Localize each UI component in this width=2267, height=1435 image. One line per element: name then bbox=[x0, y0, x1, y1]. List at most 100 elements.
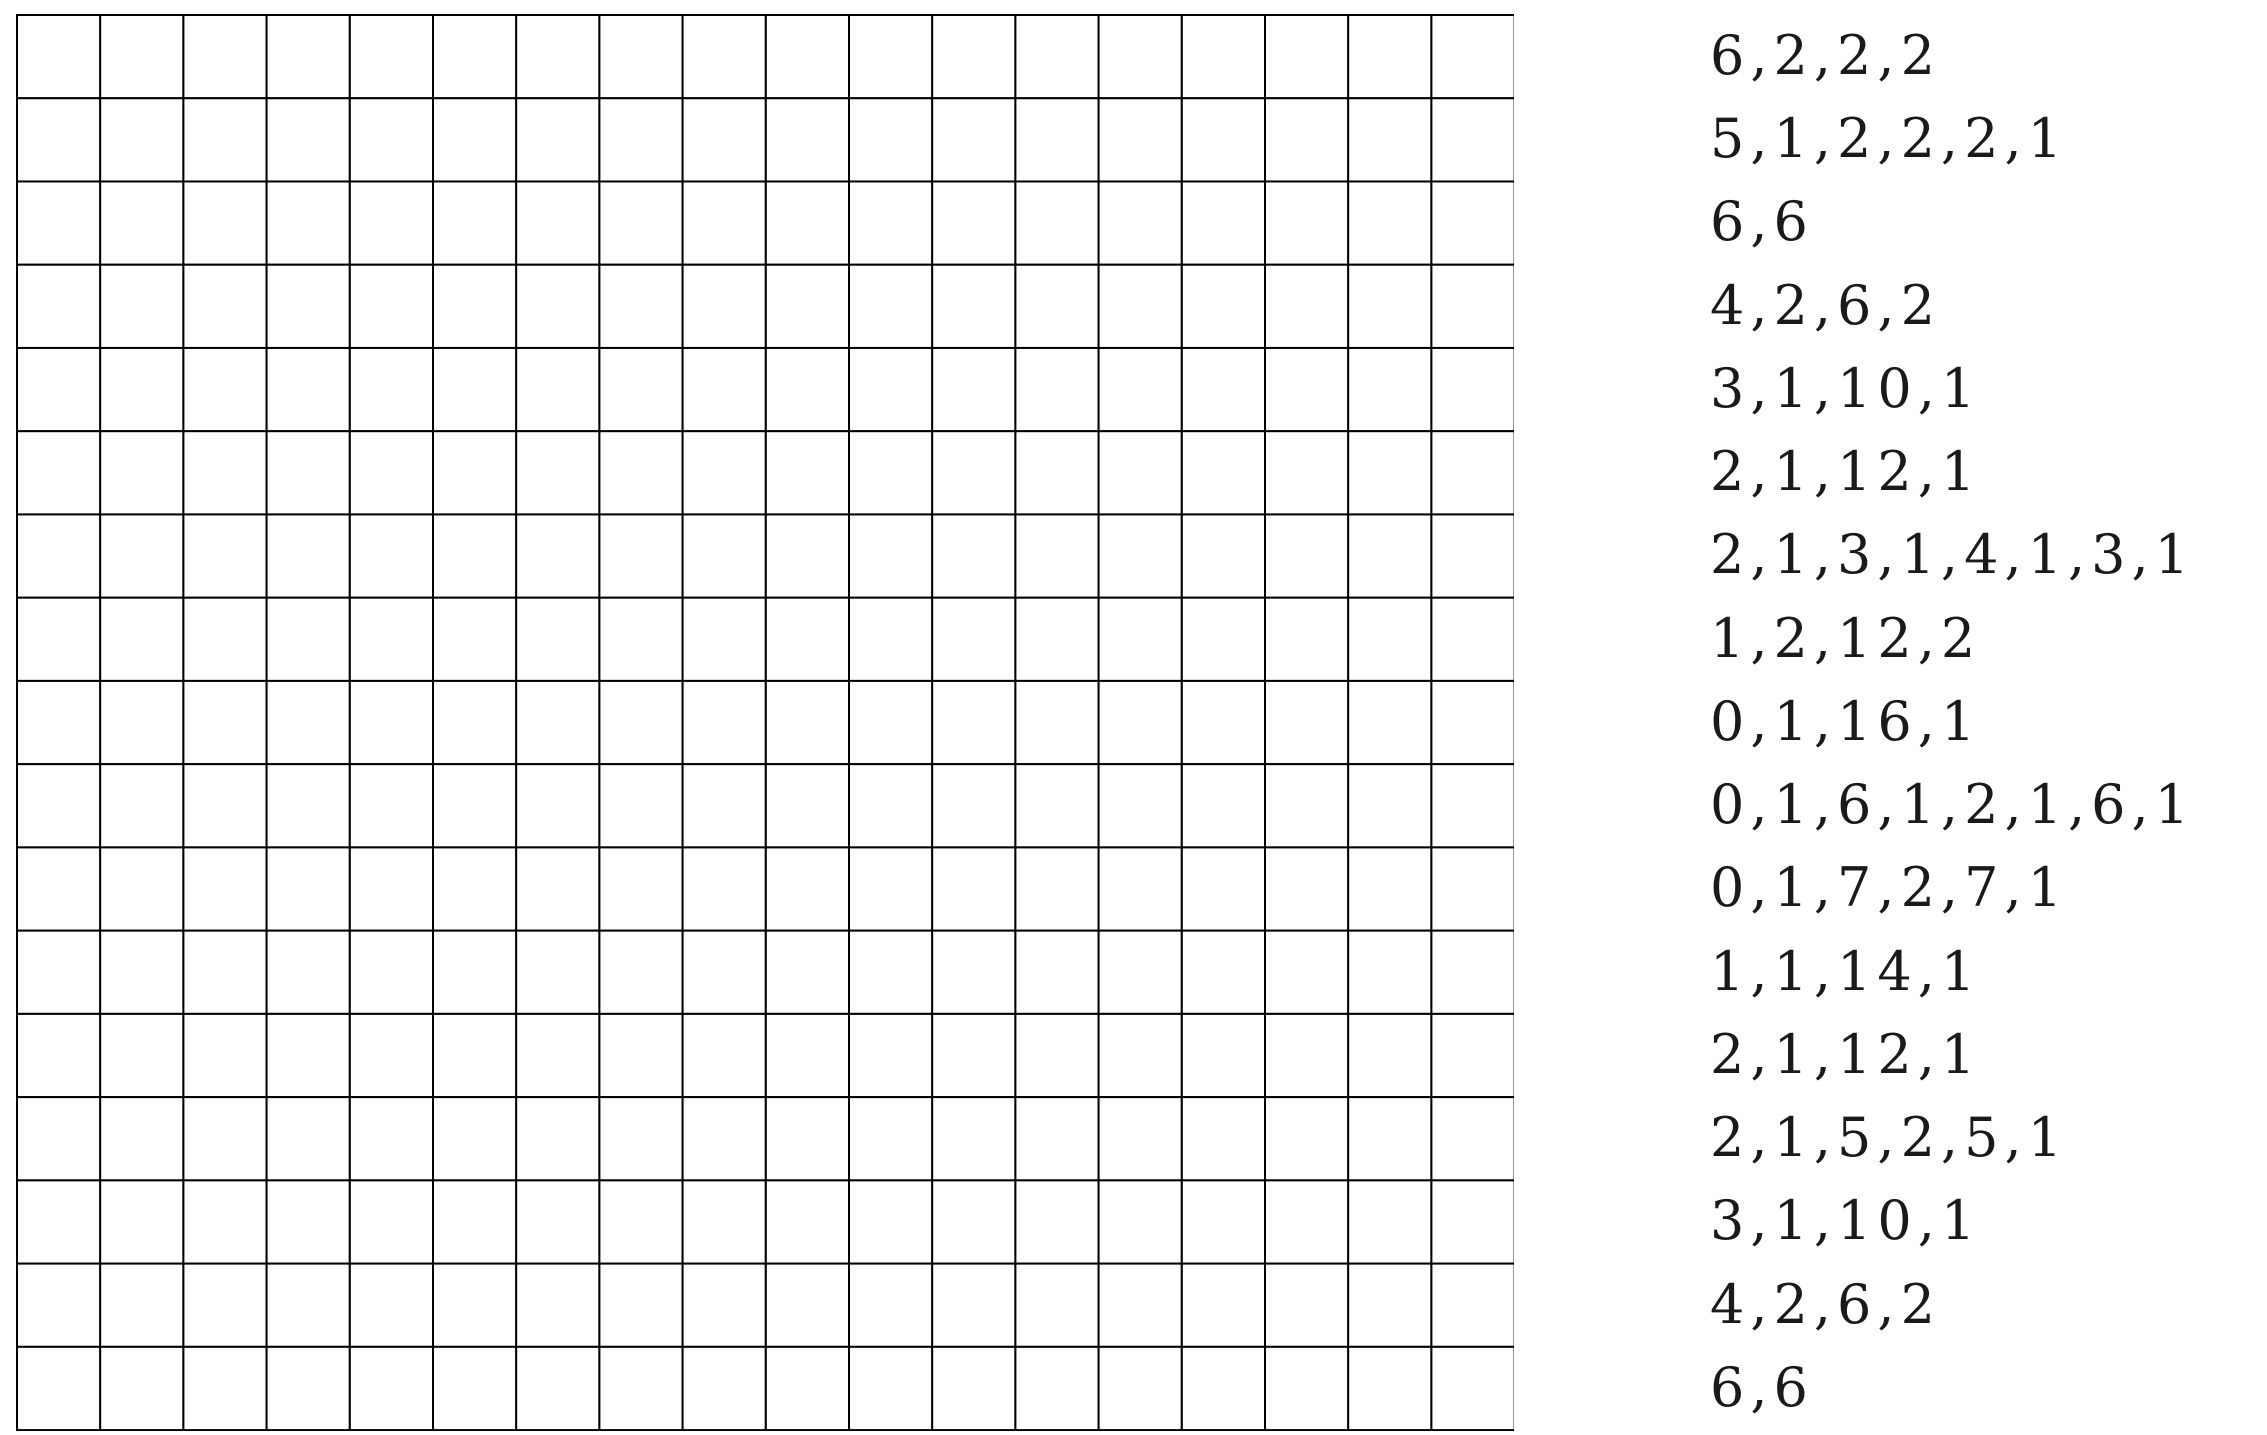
grid-cell[interactable] bbox=[99, 14, 185, 100]
grid-cell[interactable] bbox=[598, 596, 684, 682]
grid-cell[interactable] bbox=[598, 1262, 684, 1348]
grid-cell[interactable] bbox=[1014, 346, 1100, 433]
grid-cell[interactable] bbox=[1180, 929, 1267, 1015]
grid-cell[interactable] bbox=[1097, 1345, 1183, 1431]
grid-cell[interactable] bbox=[1097, 14, 1183, 100]
grid-cell[interactable] bbox=[432, 596, 518, 682]
grid-cell[interactable] bbox=[1430, 679, 1514, 766]
grid-cell[interactable] bbox=[764, 263, 850, 349]
grid-cell[interactable] bbox=[1430, 763, 1514, 849]
grid-cell[interactable] bbox=[598, 1012, 684, 1099]
grid-cell[interactable] bbox=[265, 97, 351, 183]
grid-cell[interactable] bbox=[598, 763, 684, 849]
grid-cell[interactable] bbox=[931, 346, 1017, 433]
grid-cell[interactable] bbox=[931, 513, 1017, 599]
grid-cell[interactable] bbox=[1430, 180, 1514, 266]
grid-cell[interactable] bbox=[16, 1096, 102, 1182]
grid-cell[interactable] bbox=[265, 1262, 351, 1348]
grid-cell[interactable] bbox=[931, 1012, 1017, 1099]
grid-cell[interactable] bbox=[432, 346, 518, 433]
grid-cell[interactable] bbox=[348, 929, 434, 1015]
grid-cell[interactable] bbox=[182, 596, 268, 682]
grid-cell[interactable] bbox=[99, 1179, 185, 1265]
grid-cell[interactable] bbox=[848, 1345, 934, 1431]
grid-cell[interactable] bbox=[1097, 513, 1183, 599]
grid-cell[interactable] bbox=[1347, 679, 1433, 766]
grid-cell[interactable] bbox=[182, 846, 268, 932]
grid-cell[interactable] bbox=[598, 513, 684, 599]
grid-cell[interactable] bbox=[182, 97, 268, 183]
grid-cell[interactable] bbox=[681, 1012, 767, 1099]
grid-cell[interactable] bbox=[515, 846, 601, 932]
grid-cell[interactable] bbox=[1347, 929, 1433, 1015]
grid-cell[interactable] bbox=[182, 763, 268, 849]
grid-cell[interactable] bbox=[1014, 1096, 1100, 1182]
grid-cell[interactable] bbox=[1180, 846, 1267, 932]
grid-cell[interactable] bbox=[1014, 263, 1100, 349]
grid-cell[interactable] bbox=[1430, 1345, 1514, 1431]
grid-cell[interactable] bbox=[1264, 763, 1350, 849]
grid-cell[interactable] bbox=[848, 1096, 934, 1182]
grid-cell[interactable] bbox=[764, 1096, 850, 1182]
grid-cell[interactable] bbox=[515, 929, 601, 1015]
grid-cell[interactable] bbox=[681, 1096, 767, 1182]
grid-cell[interactable] bbox=[1264, 513, 1350, 599]
grid-cell[interactable] bbox=[1097, 263, 1183, 349]
grid-cell[interactable] bbox=[182, 1179, 268, 1265]
grid-cell[interactable] bbox=[931, 180, 1017, 266]
grid-cell[interactable] bbox=[764, 596, 850, 682]
grid-cell[interactable] bbox=[16, 1262, 102, 1348]
grid-cell[interactable] bbox=[598, 1096, 684, 1182]
grid-cell[interactable] bbox=[681, 97, 767, 183]
grid-cell[interactable] bbox=[182, 1012, 268, 1099]
grid-cell[interactable] bbox=[16, 97, 102, 183]
grid-cell[interactable] bbox=[1347, 1012, 1433, 1099]
grid-cell[interactable] bbox=[598, 929, 684, 1015]
grid-cell[interactable] bbox=[515, 180, 601, 266]
grid-cell[interactable] bbox=[432, 430, 518, 516]
grid-cell[interactable] bbox=[848, 14, 934, 100]
grid-cell[interactable] bbox=[1180, 1262, 1267, 1348]
grid-cell[interactable] bbox=[598, 346, 684, 433]
grid-cell[interactable] bbox=[848, 513, 934, 599]
grid-cell[interactable] bbox=[265, 14, 351, 100]
grid-cell[interactable] bbox=[931, 14, 1017, 100]
grid-cell[interactable] bbox=[515, 14, 601, 100]
grid-cell[interactable] bbox=[515, 1096, 601, 1182]
grid-cell[interactable] bbox=[432, 679, 518, 766]
grid-cell[interactable] bbox=[348, 763, 434, 849]
grid-cell[interactable] bbox=[515, 763, 601, 849]
grid-cell[interactable] bbox=[764, 1179, 850, 1265]
grid-cell[interactable] bbox=[1014, 929, 1100, 1015]
grid-cell[interactable] bbox=[348, 513, 434, 599]
grid-cell[interactable] bbox=[515, 97, 601, 183]
grid-cell[interactable] bbox=[182, 180, 268, 266]
grid-cell[interactable] bbox=[432, 97, 518, 183]
grid-cell[interactable] bbox=[1430, 430, 1514, 516]
grid-cell[interactable] bbox=[1347, 763, 1433, 849]
grid-cell[interactable] bbox=[1014, 1012, 1100, 1099]
grid-cell[interactable] bbox=[764, 180, 850, 266]
grid-cell[interactable] bbox=[598, 1179, 684, 1265]
grid-cell[interactable] bbox=[1264, 180, 1350, 266]
grid-cell[interactable] bbox=[182, 1345, 268, 1431]
grid-cell[interactable] bbox=[1430, 596, 1514, 682]
grid-cell[interactable] bbox=[348, 1012, 434, 1099]
grid-cell[interactable] bbox=[515, 346, 601, 433]
grid-cell[interactable] bbox=[348, 846, 434, 932]
grid-cell[interactable] bbox=[432, 763, 518, 849]
grid-cell[interactable] bbox=[681, 346, 767, 433]
grid-cell[interactable] bbox=[99, 180, 185, 266]
grid-cell[interactable] bbox=[16, 679, 102, 766]
grid-cell[interactable] bbox=[1097, 679, 1183, 766]
grid-cell[interactable] bbox=[848, 263, 934, 349]
grid-cell[interactable] bbox=[515, 1012, 601, 1099]
grid-cell[interactable] bbox=[681, 929, 767, 1015]
grid-cell[interactable] bbox=[848, 430, 934, 516]
grid-cell[interactable] bbox=[99, 97, 185, 183]
grid-cell[interactable] bbox=[1097, 1096, 1183, 1182]
grid-cell[interactable] bbox=[1264, 929, 1350, 1015]
grid-cell[interactable] bbox=[1180, 1096, 1267, 1182]
grid-cell[interactable] bbox=[764, 430, 850, 516]
grid-cell[interactable] bbox=[598, 846, 684, 932]
